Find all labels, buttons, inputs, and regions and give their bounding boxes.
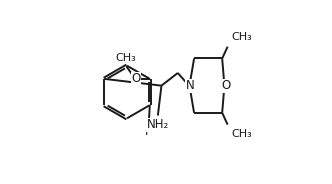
Text: CH₃: CH₃: [231, 32, 252, 42]
Text: CH₃: CH₃: [116, 54, 136, 63]
Text: N: N: [186, 79, 195, 92]
Text: O: O: [221, 79, 230, 92]
Text: O: O: [131, 72, 141, 85]
Text: F: F: [145, 125, 151, 138]
Text: NH₂: NH₂: [147, 118, 169, 131]
Text: CH₃: CH₃: [231, 129, 252, 139]
